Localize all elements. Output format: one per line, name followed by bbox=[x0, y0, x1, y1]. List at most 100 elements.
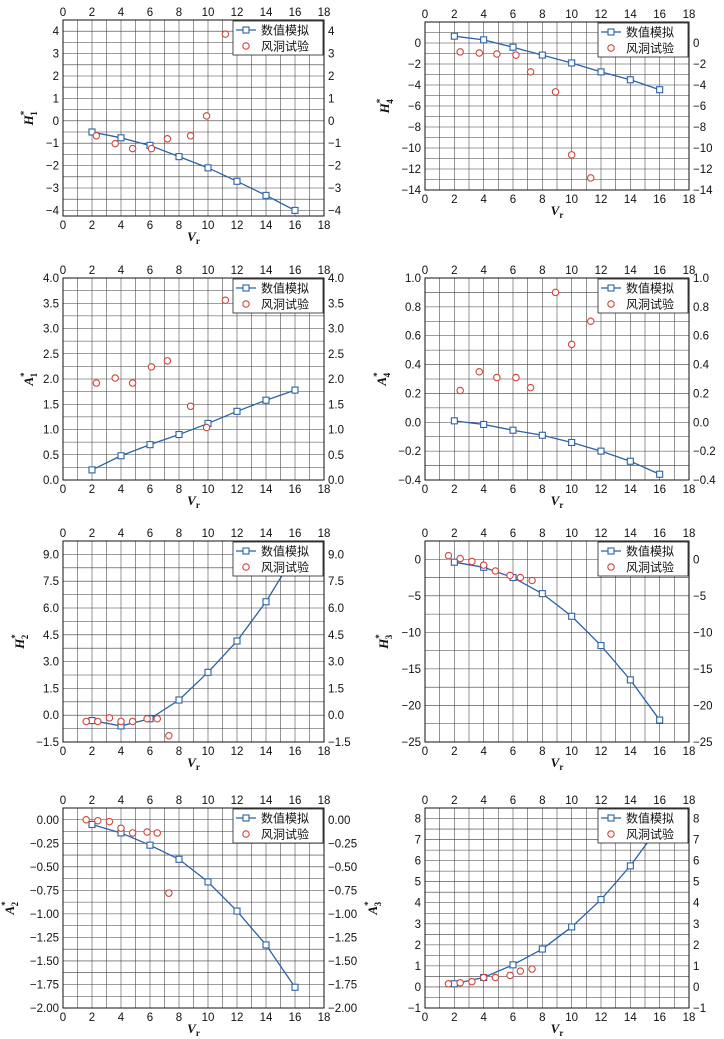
y-tick-label-left: −0.2 bbox=[398, 446, 421, 458]
y-tick-label-left: 8 bbox=[415, 814, 421, 826]
x-tick-label-bottom: 2 bbox=[89, 1012, 95, 1024]
x-tick-label-bottom: 8 bbox=[176, 1012, 182, 1024]
data-point-wind-tunnel bbox=[186, 132, 195, 140]
x-axis-label: Vr bbox=[187, 755, 200, 772]
y-tick-label-left: −1.00 bbox=[30, 909, 59, 921]
y-tick-label-right: 3.0 bbox=[328, 324, 344, 336]
y-tick-label-left: −1 bbox=[46, 138, 59, 150]
legend-marker-square bbox=[242, 26, 250, 34]
y-tick-label-left: 0.5 bbox=[43, 450, 59, 462]
data-point-simulation bbox=[626, 862, 634, 870]
data-point-simulation bbox=[175, 696, 183, 704]
x-tick-label-top: 10 bbox=[565, 528, 578, 540]
data-point-simulation bbox=[88, 717, 96, 725]
legend-marker-square bbox=[242, 814, 250, 822]
x-tick-label-bottom: 10 bbox=[202, 746, 215, 758]
data-point-simulation bbox=[568, 923, 576, 931]
x-tick-label-top: 0 bbox=[422, 265, 428, 277]
x-tick-label-top: 8 bbox=[176, 795, 182, 807]
data-point-wind-tunnel bbox=[221, 30, 230, 38]
data-point-simulation bbox=[88, 128, 96, 136]
x-tick-label-bottom: 12 bbox=[231, 220, 244, 232]
y-tick-label-left: 1.5 bbox=[43, 683, 59, 695]
x-tick-label-bottom: 12 bbox=[595, 194, 608, 206]
x-tick-label-top: 0 bbox=[60, 795, 66, 807]
legend-label: 风洞试验 bbox=[626, 41, 674, 56]
y-axis-label: H*2 bbox=[10, 634, 30, 650]
x-tick-label-bottom: 18 bbox=[683, 746, 696, 758]
data-point-simulation bbox=[262, 191, 270, 199]
x-tick-label-bottom: 2 bbox=[451, 1012, 457, 1024]
y-axis-subscript: 3 bbox=[373, 901, 383, 906]
y-tick-label-left: 0 bbox=[415, 554, 421, 566]
data-point-simulation bbox=[233, 177, 241, 185]
x-tick-label-bottom: 6 bbox=[510, 1012, 516, 1024]
data-point-simulation bbox=[233, 907, 241, 915]
y-axis-symbol: H bbox=[21, 114, 36, 126]
y-tick-label-right: 3 bbox=[693, 919, 699, 931]
x-tick-label-bottom: 8 bbox=[539, 1012, 545, 1024]
x-axis-label: Vr bbox=[187, 229, 200, 246]
x-tick-label-top: 10 bbox=[565, 795, 578, 807]
x-tick-label-top: 18 bbox=[318, 7, 331, 19]
y-tick-label-left: 1.0 bbox=[405, 273, 421, 285]
data-point-simulation bbox=[450, 32, 458, 40]
data-point-wind-tunnel bbox=[82, 717, 90, 726]
y-tick-label-right: 4.5 bbox=[328, 630, 344, 642]
data-point-wind-tunnel bbox=[128, 144, 137, 153]
data-point-simulation bbox=[568, 438, 576, 447]
data-point-wind-tunnel bbox=[491, 973, 500, 982]
simulation-line bbox=[91, 554, 296, 727]
y-tick-label-right: 1.5 bbox=[328, 683, 344, 695]
x-tick-label-bottom: 10 bbox=[202, 220, 215, 232]
y-tick-label-left: −0.4 bbox=[398, 475, 421, 487]
x-tick-label-top: 18 bbox=[683, 795, 696, 807]
chart-h4-star: 0 0 2 2 4 4 6 6 8 8 10 10 12 12 14 14 16 16 18 18 0 0 −2 −2 −4 −4… bbox=[375, 9, 713, 220]
x-tick-label-top: 18 bbox=[318, 265, 331, 277]
data-point-wind-tunnel bbox=[92, 132, 101, 140]
y-tick-label-right: 0.6 bbox=[693, 331, 709, 343]
y-tick-label-left: −25 bbox=[401, 737, 421, 749]
y-tick-label-right: −6 bbox=[693, 101, 706, 113]
plot-frame bbox=[62, 19, 325, 217]
y-tick-label-right: −1.00 bbox=[328, 909, 357, 921]
data-point-simulation bbox=[538, 431, 546, 439]
y-tick-label-right: 6 bbox=[693, 856, 699, 868]
data-point-simulation bbox=[656, 716, 664, 724]
x-tick-label-bottom: 16 bbox=[289, 746, 302, 758]
x-axis-symbol: V bbox=[551, 1021, 561, 1036]
x-axis-subscript: r bbox=[196, 236, 200, 246]
x-axis-subscript: r bbox=[196, 500, 200, 510]
x-tick-label-top: 14 bbox=[624, 528, 637, 540]
y-tick-label-left: 0.4 bbox=[405, 360, 422, 372]
data-point-wind-tunnel bbox=[456, 48, 464, 56]
x-tick-label-bottom: 14 bbox=[260, 746, 273, 758]
x-tick-label-bottom: 14 bbox=[624, 1012, 637, 1024]
x-tick-label-top: 10 bbox=[565, 9, 578, 21]
legend-marker-circle bbox=[607, 830, 615, 838]
y-tick-label-right: −0.2 bbox=[693, 446, 716, 458]
data-point-simulation bbox=[291, 983, 299, 991]
x-tick-label-bottom: 14 bbox=[260, 484, 273, 496]
data-point-wind-tunnel bbox=[479, 973, 488, 982]
x-tick-label-top: 14 bbox=[624, 265, 637, 277]
series-wind-tunnel bbox=[444, 965, 536, 988]
x-tick-label-bottom: 18 bbox=[318, 220, 331, 232]
x-tick-label-top: 12 bbox=[231, 7, 244, 19]
data-point-wind-tunnel bbox=[117, 824, 125, 832]
data-point-wind-tunnel bbox=[94, 717, 102, 726]
legend-marker-circle bbox=[242, 830, 250, 838]
x-tick-label-top: 14 bbox=[260, 7, 273, 19]
x-tick-label-top: 4 bbox=[480, 9, 487, 21]
legend-label: 风洞试验 bbox=[626, 560, 674, 575]
data-point-wind-tunnel bbox=[147, 363, 156, 371]
x-tick-label-top: 18 bbox=[318, 528, 331, 540]
x-tick-label-bottom: 16 bbox=[289, 484, 302, 496]
y-tick-label-right: −1.25 bbox=[328, 932, 357, 944]
series-wind-tunnel bbox=[444, 551, 536, 585]
data-point-simulation bbox=[480, 36, 488, 44]
